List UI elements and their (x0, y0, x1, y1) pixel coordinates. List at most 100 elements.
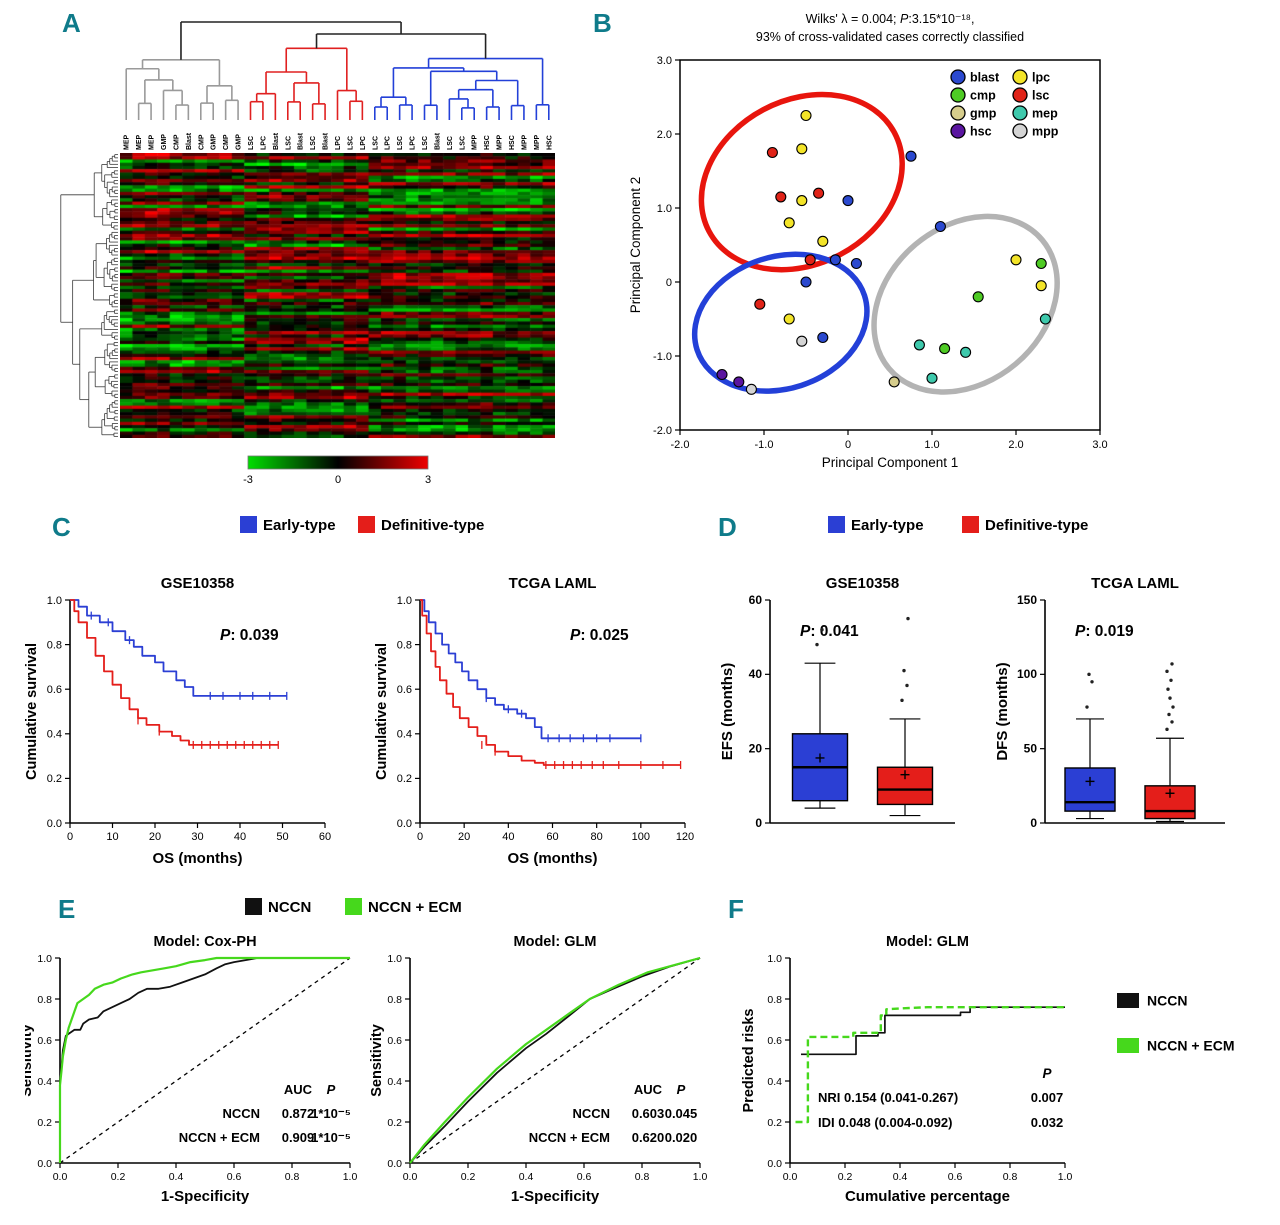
table-p-value: 0.020 (665, 1130, 698, 1145)
heatmap-column-label: LSC (459, 136, 466, 150)
group-ellipse (698, 91, 905, 273)
heatmap-column-label: MEP (149, 135, 156, 151)
stat-p-value: 0.032 (1031, 1115, 1064, 1130)
scatter-point-cmp (939, 343, 951, 355)
y-axis-label: Cumulative survival (25, 643, 40, 780)
heatmap-column-label: MEP (136, 135, 143, 151)
x-tick-label: 0.6 (948, 1171, 963, 1183)
legend-marker-mpp (1012, 123, 1028, 139)
legend-label-NCCN + ECM: NCCN + ECM (1147, 1038, 1235, 1054)
scatter-point-gmp (888, 376, 900, 388)
y-tick-label: 20 (749, 741, 763, 755)
y-tick-label: 0 (666, 277, 672, 289)
colorbar-tick: -3 (243, 474, 253, 486)
legend-swatch-NCCN (1117, 993, 1139, 1008)
x-tick-label: 0 (67, 831, 73, 843)
p-value-annotation: P: 0.041 (800, 623, 859, 640)
legend-marker-lpc (1012, 69, 1028, 85)
y-tick-label: 0.4 (767, 1076, 782, 1088)
heatmap-column-label: LSC (422, 136, 429, 150)
y-tick-label: 0 (755, 816, 762, 830)
legend-label-blast: blast (970, 71, 1000, 85)
heatmap (120, 153, 555, 438)
legend-swatch-NCCN + ECM (345, 898, 362, 915)
colorbar (247, 455, 429, 470)
y-tick-label: 0.2 (397, 773, 412, 785)
outlier-point (1090, 680, 1094, 684)
auc-header: AUC (634, 1082, 663, 1097)
colorbar-tick: 0 (335, 474, 341, 486)
y-tick-label: 0.2 (47, 773, 62, 785)
panel-f-label: F (728, 894, 744, 924)
legend-label-mpp: mpp (1032, 125, 1059, 139)
subplot-title: Model: GLM (514, 934, 597, 950)
x-tick-label: 0.4 (519, 1171, 534, 1183)
outlier-point (1169, 678, 1173, 682)
predicted-risks-plot: Model: GLM 0.0 0.2 0.4 0.6 0.8 1.0 0.0 0.2 0.4 0.6… (741, 934, 1235, 1205)
scatter-point-lsc (804, 254, 816, 266)
x-tick-label: 0.8 (1003, 1171, 1018, 1183)
heatmap-column-label: LSC (447, 136, 454, 150)
stat-row-label: IDI 0.048 (0.004-0.092) (818, 1115, 952, 1130)
stat-row-label: NRI 0.154 (0.041-0.267) (818, 1090, 958, 1105)
y-tick-label: 0.0 (767, 1158, 782, 1170)
table-auc-value: 0.620 (632, 1130, 665, 1145)
y-tick-label: 1.0 (47, 595, 62, 607)
panel-d: Early-type Definitive-type GSE10358 0 20 40 60… (715, 508, 1280, 886)
y-tick-label: 0.2 (767, 1117, 782, 1129)
outlier-point (815, 642, 819, 647)
p-header: P (1042, 1066, 1052, 1081)
scatter-point-blast (817, 331, 829, 344)
heatmap-column-label: CMP (198, 134, 205, 150)
scatter-point-lsc (813, 187, 825, 199)
x-axis-label: 1-Specificity (511, 1188, 600, 1205)
plot-frame (679, 59, 1101, 431)
y-tick-label: 1.0 (37, 953, 52, 965)
survival-curves: Early-type Definitive-type GSE10358 0 10 20 30… (25, 516, 694, 867)
y-tick-label: 60 (749, 593, 763, 607)
table-auc-value: 0.603 (632, 1106, 665, 1121)
heatmap-column-label: LPC (260, 136, 267, 150)
heatmap-column-label: GMP (211, 134, 218, 150)
x-axis-label: OS (months) (508, 850, 598, 867)
scatter-point-lpc (1010, 254, 1022, 266)
x-tick-label: 0.0 (53, 1171, 68, 1183)
y-tick-label: 0.6 (47, 684, 62, 696)
y-tick-label: 0.8 (37, 994, 52, 1006)
x-tick-label: 0.4 (893, 1171, 908, 1183)
y-axis-label: EFS (months) (719, 663, 736, 761)
legend-label-NCCN: NCCN (1147, 993, 1187, 1009)
heatmap-column-label: LPC (385, 136, 392, 150)
y-tick-label: 0.2 (387, 1117, 402, 1129)
scatter-point-mep (926, 372, 938, 384)
outlier-point (1165, 727, 1169, 732)
heatmap-column-label: HSC (546, 135, 553, 150)
x-tick-label: 20 (149, 831, 161, 843)
x-tick-label: 1.0 (343, 1171, 358, 1183)
scatter-point-lpc (817, 235, 829, 247)
x-tick-label: 60 (546, 831, 558, 843)
table-row-label: NCCN (222, 1106, 260, 1121)
pca-scatter-plot: Wilks' λ = 0.004; P:3.15*10⁻¹⁸, 93% of cr… (628, 12, 1108, 470)
subplot-title: TCGA LAML (509, 575, 597, 592)
table-row-label: NCCN (572, 1106, 610, 1121)
legend-label-Early-type: Early-type (851, 517, 924, 534)
scatter-point-cmp (972, 291, 984, 303)
y-axis-label: DFS (months) (994, 662, 1011, 760)
heatmap-column-label: LPC (410, 136, 417, 150)
heatmap-column-label: Blast (298, 132, 305, 150)
y-tick-label: 0.0 (37, 1158, 52, 1170)
x-tick-label: 0.2 (111, 1171, 126, 1183)
y-tick-label: -2.0 (653, 425, 672, 437)
group-ellipse (691, 251, 870, 394)
heatmap-column-label: LPC (360, 136, 367, 150)
x-tick-label: 40 (234, 831, 246, 843)
x-tick-label: 20 (458, 831, 470, 843)
outlier-point (1167, 712, 1171, 717)
x-tick-label: 50 (276, 831, 288, 843)
legend-swatch-NCCN (245, 898, 262, 915)
heatmap-column-label: GMP (236, 134, 243, 150)
heatmap-column-label: MEP (124, 135, 131, 151)
legend-marker-lsc (1012, 87, 1028, 103)
